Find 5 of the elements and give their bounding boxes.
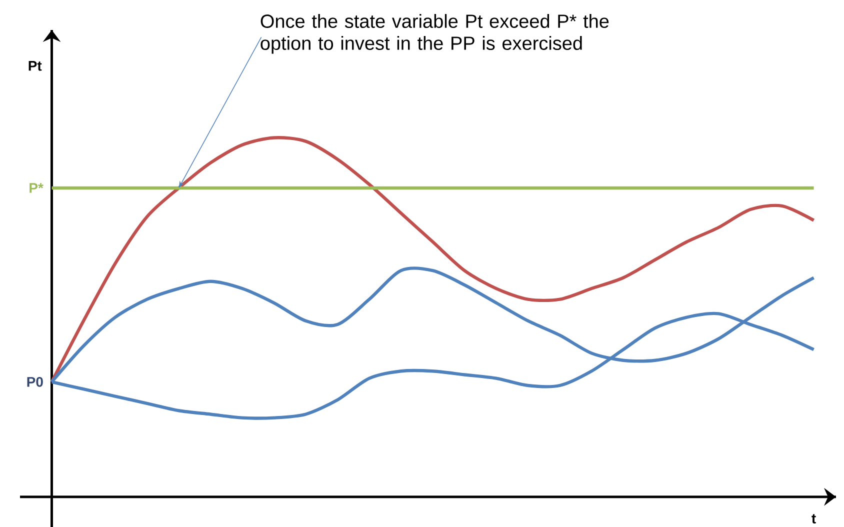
ref-line-label: P* <box>30 183 44 193</box>
text: Once the state variable Pt exceed P* the option to invest in the PP is exercised <box>260 14 609 54</box>
x-axis-title: t <box>812 514 816 524</box>
annotation: P0 <box>27 376 43 387</box>
y-axis-title: Pt <box>28 61 42 71</box>
